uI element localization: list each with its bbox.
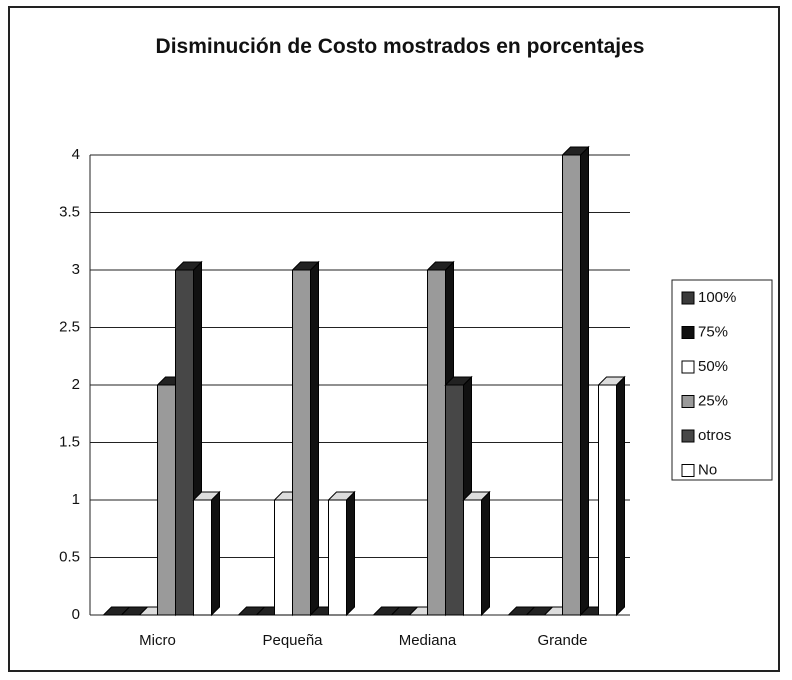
- bar: [175, 269, 194, 616]
- y-tick-label: 3: [72, 261, 80, 278]
- bar-side: [616, 375, 625, 617]
- legend-swatch: [681, 326, 695, 339]
- y-tick-label: 0.5: [59, 548, 80, 565]
- bar: [463, 499, 482, 616]
- legend-label: 75%: [698, 323, 728, 340]
- y-tick-label: 1.5: [59, 433, 80, 450]
- bar: [562, 154, 581, 616]
- legend-label: 50%: [698, 358, 728, 375]
- bar: [598, 384, 617, 616]
- legend-swatch: [681, 464, 695, 477]
- x-tick-label: Micro: [139, 632, 176, 649]
- bar-side: [346, 490, 355, 617]
- bar: [292, 269, 311, 616]
- legend-label: 25%: [698, 392, 728, 409]
- x-tick-label: Pequeña: [262, 632, 323, 649]
- y-tick-label: 3.5: [59, 203, 80, 220]
- legend-swatch: [681, 395, 695, 408]
- legend-swatch: [681, 429, 695, 443]
- y-tick-label: 2: [72, 376, 80, 393]
- bar: [328, 499, 347, 616]
- y-tick-label: 0: [72, 606, 80, 623]
- y-tick-label: 2.5: [59, 318, 80, 335]
- legend-label: otros: [698, 427, 731, 444]
- legend-box: [671, 279, 773, 481]
- bar: [157, 384, 176, 616]
- legend-label: No: [698, 461, 717, 478]
- y-tick-label: 1: [72, 491, 80, 508]
- bar: [427, 269, 446, 616]
- chart-frame: [8, 6, 780, 672]
- legend-swatch: [681, 291, 695, 305]
- bar-side: [211, 490, 220, 617]
- x-tick-label: Grande: [537, 632, 587, 649]
- y-tick-label: 4: [72, 146, 80, 163]
- bar-side: [580, 145, 589, 617]
- x-tick-label: Mediana: [399, 632, 457, 649]
- bar: [445, 384, 464, 616]
- bar: [274, 499, 293, 616]
- legend-label: 100%: [698, 289, 736, 306]
- chart-title: Disminución de Costo mostrados en porcen…: [155, 35, 645, 58]
- bar-side: [481, 490, 490, 617]
- bar-side: [310, 260, 319, 617]
- legend-swatch: [681, 360, 695, 374]
- bar: [193, 499, 212, 616]
